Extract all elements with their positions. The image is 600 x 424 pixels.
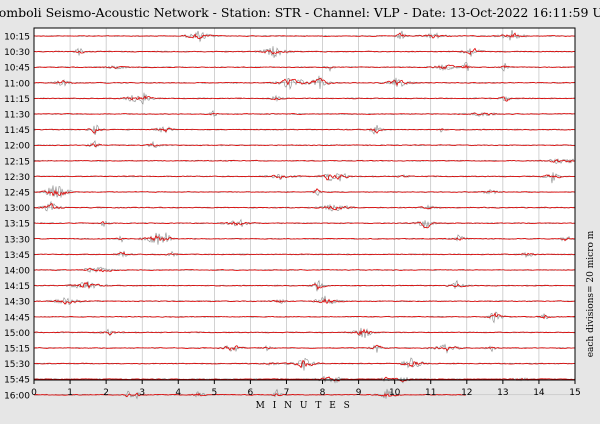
filtered-trace — [33, 359, 575, 369]
row-time-label: 13:15 — [4, 220, 30, 230]
x-tick-label: 8 — [320, 388, 326, 398]
filtered-trace — [33, 376, 576, 382]
y-axis-side-label: each divisions= 20 micro m — [586, 230, 596, 357]
filtered-trace — [33, 127, 576, 134]
filtered-trace — [33, 174, 576, 181]
filtered-trace — [33, 221, 576, 229]
row-time-label: 14:15 — [4, 282, 30, 292]
row-time-label: 14:30 — [4, 298, 30, 308]
traces-layer — [33, 29, 576, 400]
row-labels: 10:15 10:30 10:45 11:00 11:15 11:30 11:45 12:00… — [4, 33, 30, 402]
row-time-label: 13:00 — [4, 204, 30, 214]
x-tick-label: 15 — [569, 388, 580, 398]
row-time-label: 10:30 — [4, 48, 30, 58]
row-time-label: 11:30 — [4, 111, 30, 121]
x-tick-label: 11 — [425, 388, 436, 398]
row-time-label: 12:45 — [4, 189, 30, 199]
row-time-label: 12:30 — [4, 173, 30, 183]
x-tick-label: 10 — [389, 388, 401, 398]
filtered-trace — [33, 328, 576, 336]
x-tick-label: 3 — [139, 388, 145, 398]
filtered-trace — [33, 47, 576, 56]
row-time-label: 11:45 — [4, 126, 30, 136]
filtered-trace — [33, 112, 576, 116]
row-time-label: 15:15 — [4, 345, 30, 355]
filtered-trace — [33, 159, 576, 163]
row-time-label: 10:45 — [4, 64, 30, 74]
x-axis-ticks: 0 1 2 3 4 5 6 7 8 9 10 11 12 13 14 15 — [31, 380, 581, 398]
filtered-trace — [33, 188, 576, 197]
filtered-trace — [33, 298, 576, 305]
x-axis-title: M I N U T E S — [256, 401, 353, 411]
row-time-label: 16:00 — [4, 391, 30, 401]
row-time-label: 10:15 — [4, 33, 30, 43]
filtered-trace — [33, 344, 576, 352]
raw-trace — [33, 46, 576, 58]
filtered-trace — [33, 77, 576, 87]
x-tick-label: 14 — [533, 388, 545, 398]
x-tick-label: 1 — [67, 388, 73, 398]
filtered-trace — [33, 312, 576, 320]
row-time-label: 12:15 — [4, 157, 30, 167]
row-time-label: 13:30 — [4, 235, 30, 245]
filtered-trace — [33, 203, 576, 211]
plot-frame — [33, 27, 576, 381]
filtered-trace — [33, 143, 576, 147]
filtered-trace — [33, 95, 576, 102]
filtered-trace — [33, 267, 576, 273]
x-tick-label: 2 — [103, 388, 109, 398]
x-tick-label: 6 — [248, 388, 254, 398]
row-time-label: 11:00 — [4, 79, 30, 89]
x-tick-label: 0 — [31, 388, 37, 398]
filtered-trace — [33, 63, 576, 70]
row-time-label: 15:00 — [4, 329, 30, 339]
x-tick-label: 4 — [175, 388, 181, 398]
x-tick-label: 13 — [497, 388, 508, 398]
filtered-trace — [33, 281, 576, 291]
x-tick-label: 7 — [284, 388, 290, 398]
x-tick-label: 5 — [211, 388, 217, 398]
row-time-label: 15:30 — [4, 360, 30, 370]
row-time-label: 11:15 — [4, 95, 30, 105]
filtered-trace — [33, 251, 576, 256]
filtered-trace — [33, 32, 575, 40]
row-time-label: 12:00 — [4, 142, 30, 152]
raw-trace — [33, 388, 467, 400]
chart-title: Stromboli Seismo-Acoustic Network - Stat… — [0, 5, 600, 20]
filtered-trace — [33, 235, 576, 242]
x-tick-label: 12 — [461, 388, 472, 398]
row-time-label: 15:45 — [4, 376, 30, 386]
x-tick-label: 9 — [356, 388, 362, 398]
row-time-label: 13:45 — [4, 251, 30, 261]
row-time-label: 14:45 — [4, 313, 30, 323]
plot-area — [34, 28, 575, 380]
row-time-label: 14:00 — [4, 267, 30, 277]
filtered-trace — [33, 392, 467, 398]
